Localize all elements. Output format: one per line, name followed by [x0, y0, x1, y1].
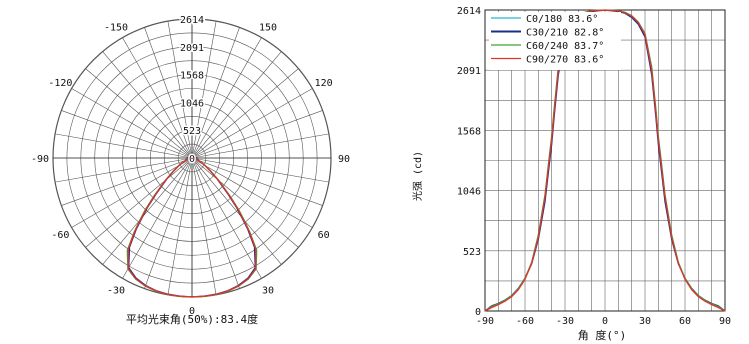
polar-series-curve — [127, 157, 257, 298]
polar-radial-tick-label: 2614 — [180, 15, 204, 26]
legend-entry: C0/180 83.6° — [526, 14, 598, 25]
polar-angle-tick-label: -120 — [48, 78, 72, 89]
line-series — [484, 9, 726, 312]
legend-entry: C30/210 82.8° — [526, 28, 604, 39]
polar-angle-tick-label: 30 — [262, 286, 274, 297]
polar-center-dot — [189, 155, 195, 161]
x-axis-label: 角 度(°) — [578, 328, 627, 342]
polar-angle-tick-label: -60 — [51, 230, 69, 241]
legend-background — [489, 12, 621, 70]
polar-angle-tick-label: -90 — [31, 154, 49, 165]
polar-angle-tick-label: 0 — [189, 306, 195, 317]
x-tick-label: -60 — [516, 316, 534, 327]
polar-angle-tick-label: -30 — [107, 286, 125, 297]
cartesian-series-group — [484, 9, 726, 312]
y-tick-label: 1046 — [457, 187, 481, 198]
x-tick-label: -90 — [476, 316, 494, 327]
x-tick-label: 30 — [639, 316, 651, 327]
y-tick-label: 0 — [475, 307, 481, 318]
y-tick-label: 2614 — [457, 6, 481, 17]
y-tick-label: 1568 — [457, 126, 481, 137]
polar-angle-tick-label: -150 — [104, 22, 128, 33]
y-tick-label: 2091 — [457, 66, 481, 77]
polar-radial-tick-label: 2091 — [180, 43, 204, 54]
legend-entry: C90/270 83.6° — [526, 55, 604, 66]
x-tick-label: 90 — [719, 316, 731, 327]
polar-chart: 2614 2091 1568 1046 523 0 0 30 -30 60 -60 90 -90 120 -… — [31, 14, 350, 327]
polar-angle-tick-label: 120 — [315, 78, 333, 89]
x-tick-label: -30 — [556, 316, 574, 327]
polar-grid — [52, 18, 332, 298]
polar-label-group: 2614 2091 1568 1046 523 0 0 30 -30 60 -60 90 -90 120 -… — [31, 14, 350, 318]
y-tick-label: 523 — [463, 247, 481, 258]
x-tick-label: 0 — [602, 316, 608, 327]
y-axis-label: 光强 (cd) — [411, 151, 424, 201]
polar-radial-tick-label: 1046 — [180, 98, 204, 109]
polar-angle-tick-label: 90 — [338, 154, 350, 165]
polar-radial-tick-label: 0 — [189, 154, 195, 165]
x-tick-label: 60 — [679, 316, 691, 327]
cartesian-tick-group: -90 -60 -30 0 30 60 90 0 523 1046 1568 2091 2614 — [457, 6, 731, 327]
polar-angle-tick-label: 150 — [259, 22, 277, 33]
polar-radial-tick-label: 523 — [183, 126, 201, 137]
legend-entry: C60/240 83.7° — [526, 41, 604, 52]
polar-series-group — [126, 155, 258, 298]
polar-caption: 平均光束角(50%):83.4度 — [126, 312, 258, 326]
cartesian-chart: -90 -60 -30 0 30 60 90 0 523 1046 1568 2091 2614 C0/… — [411, 6, 731, 342]
chart-legend: C0/180 83.6° C30/210 82.8° C60/240 83.7° C9… — [489, 12, 621, 70]
polar-angle-tick-label: 60 — [318, 230, 330, 241]
polar-radial-tick-label: 1568 — [180, 71, 204, 82]
